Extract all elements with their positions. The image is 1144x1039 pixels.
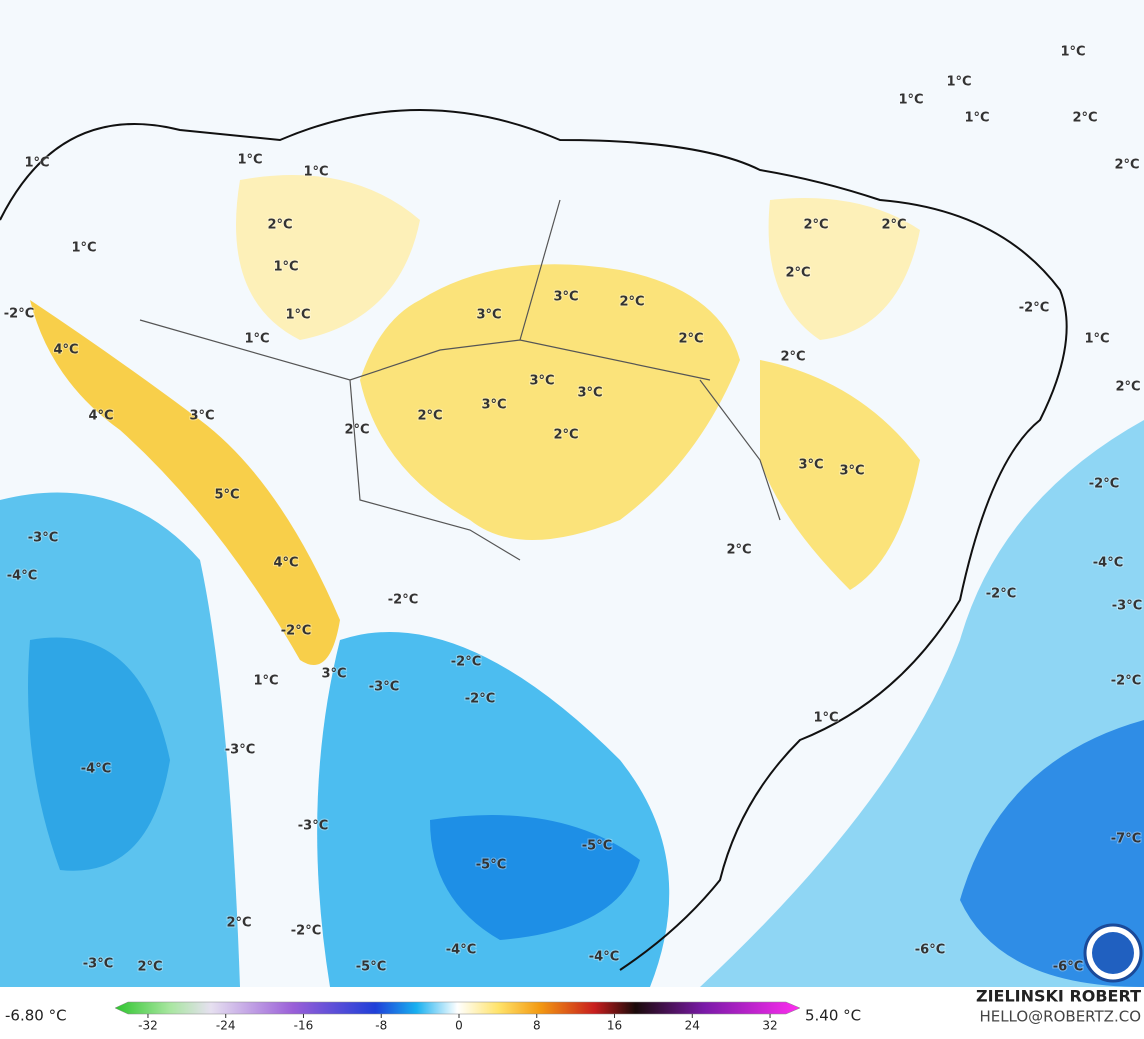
andes-warm	[30, 300, 340, 665]
temperature-label: -4°C	[81, 762, 111, 777]
temperature-label: -6°C	[915, 943, 945, 958]
temperature-label: 4°C	[53, 343, 78, 358]
temperature-label: 5°C	[214, 488, 239, 503]
warm-east	[760, 360, 920, 590]
temperature-label: 1°C	[237, 153, 262, 168]
pacific-colder	[28, 637, 170, 871]
temperature-label: -2°C	[451, 655, 481, 670]
temperature-label: 1°C	[964, 111, 989, 126]
temperature-label: 3°C	[481, 398, 506, 413]
temperature-label: -4°C	[446, 943, 476, 958]
temperature-label: 4°C	[88, 409, 113, 424]
temperature-label: -4°C	[7, 569, 37, 584]
colorbar-tick-label: -16	[294, 1019, 314, 1033]
temperature-label: 2°C	[726, 543, 751, 558]
credit-name: ZIELINSKI ROBERT	[976, 987, 1141, 1006]
temperature-label: 3°C	[798, 458, 823, 473]
borders	[139, 199, 781, 561]
temperature-label: 2°C	[1115, 380, 1140, 395]
temperature-label: 3°C	[553, 290, 578, 305]
temperature-label: -3°C	[83, 957, 113, 972]
temperature-label: -2°C	[4, 307, 34, 322]
temperature-label: 1°C	[303, 165, 328, 180]
temperature-label: 3°C	[839, 464, 864, 479]
temperature-label: 2°C	[1072, 111, 1097, 126]
temperature-label: 1°C	[946, 75, 971, 90]
south-colder	[430, 815, 640, 940]
temperature-label: -3°C	[298, 819, 328, 834]
colorbar-ticks: -32 -24 -16 -8 0 8 16 24 32	[138, 1014, 778, 1033]
temperature-label: 3°C	[189, 409, 214, 424]
temperature-label: 1°C	[898, 93, 923, 108]
temperature-label: -3°C	[1112, 599, 1142, 614]
temperature-label: 3°C	[476, 308, 501, 323]
max-label: 5.40 °C	[805, 1007, 861, 1025]
temperature-label: 1°C	[1084, 332, 1109, 347]
temperature-label: 2°C	[417, 409, 442, 424]
temperature-label: 1°C	[285, 308, 310, 323]
temperature-label: -3°C	[369, 680, 399, 695]
map-area	[0, 0, 1144, 987]
temperature-label: 2°C	[226, 916, 251, 931]
temperature-label: 2°C	[785, 266, 810, 281]
temperature-label: 4°C	[273, 556, 298, 571]
temperature-label: -2°C	[1111, 674, 1141, 689]
temperature-label: -3°C	[225, 743, 255, 758]
temperature-label: -7°C	[1111, 832, 1141, 847]
min-label: -6.80 °C	[5, 1007, 67, 1025]
temperature-label: 2°C	[344, 423, 369, 438]
colorbar-tick-label: 24	[685, 1019, 700, 1033]
temperature-label: 2°C	[881, 218, 906, 233]
credit-site: HELLO@ROBERTZ.CO	[979, 1008, 1141, 1026]
colorbar-tick-label: 16	[607, 1019, 622, 1033]
colorbar-tick-label: -8	[375, 1019, 387, 1033]
temperature-label: -2°C	[1019, 301, 1049, 316]
colorbar-tick-label: -24	[216, 1019, 236, 1033]
warm-core	[360, 264, 740, 540]
temperature-label: -2°C	[465, 692, 495, 707]
temperature-label: 1°C	[244, 332, 269, 347]
temperature-label: -2°C	[281, 624, 311, 639]
temperature-label: 1°C	[253, 674, 278, 689]
temperature-label: 1°C	[24, 156, 49, 171]
atlantic-colder	[960, 720, 1144, 987]
temperature-label: 2°C	[1114, 158, 1139, 173]
temperature-label: 1°C	[1060, 45, 1085, 60]
temperature-labels: 1°C 1°C 1°C 1°C 2°C 2°C 1°C 1°C 1°C 2°C 2°C 2°C 1°C 1…	[3, 44, 1143, 976]
warm-northeast	[768, 198, 920, 340]
temperature-label: -2°C	[986, 587, 1016, 602]
colorbar-tick-label: -32	[138, 1019, 158, 1033]
temperature-label: -5°C	[476, 858, 506, 873]
temperature-label: -2°C	[291, 924, 321, 939]
temperature-label: 3°C	[577, 386, 602, 401]
colorbar-tick-label: 32	[762, 1019, 777, 1033]
temperature-label: 2°C	[553, 428, 578, 443]
temperature-label: -5°C	[582, 839, 612, 854]
temperature-label: -4°C	[589, 950, 619, 965]
temperature-label: -2°C	[388, 593, 418, 608]
temperature-label: 2°C	[803, 218, 828, 233]
colorbar-tick-label: 0	[455, 1019, 463, 1033]
temperature-label: 2°C	[137, 960, 162, 975]
temperature-label: 2°C	[267, 218, 292, 233]
temperature-label: 3°C	[321, 667, 346, 682]
temperature-label: 1°C	[71, 241, 96, 256]
colorbar	[114, 1001, 801, 1015]
temperature-label: 2°C	[780, 350, 805, 365]
temperature-label: 2°C	[619, 295, 644, 310]
temperature-label: -5°C	[356, 960, 386, 975]
temperature-label: 1°C	[813, 711, 838, 726]
logo-inner	[1092, 932, 1134, 974]
temperature-label: 3°C	[529, 374, 554, 389]
temperature-label: -3°C	[28, 531, 58, 546]
temperature-label: 2°C	[678, 332, 703, 347]
temperature-label: -4°C	[1093, 556, 1123, 571]
temperature-label: -2°C	[1089, 477, 1119, 492]
temperature-label: -6°C	[1053, 960, 1083, 975]
temperature-label: 1°C	[273, 260, 298, 275]
coastline	[0, 109, 1068, 971]
colorbar-tick-label: 8	[533, 1019, 541, 1033]
warm-north	[236, 175, 420, 340]
